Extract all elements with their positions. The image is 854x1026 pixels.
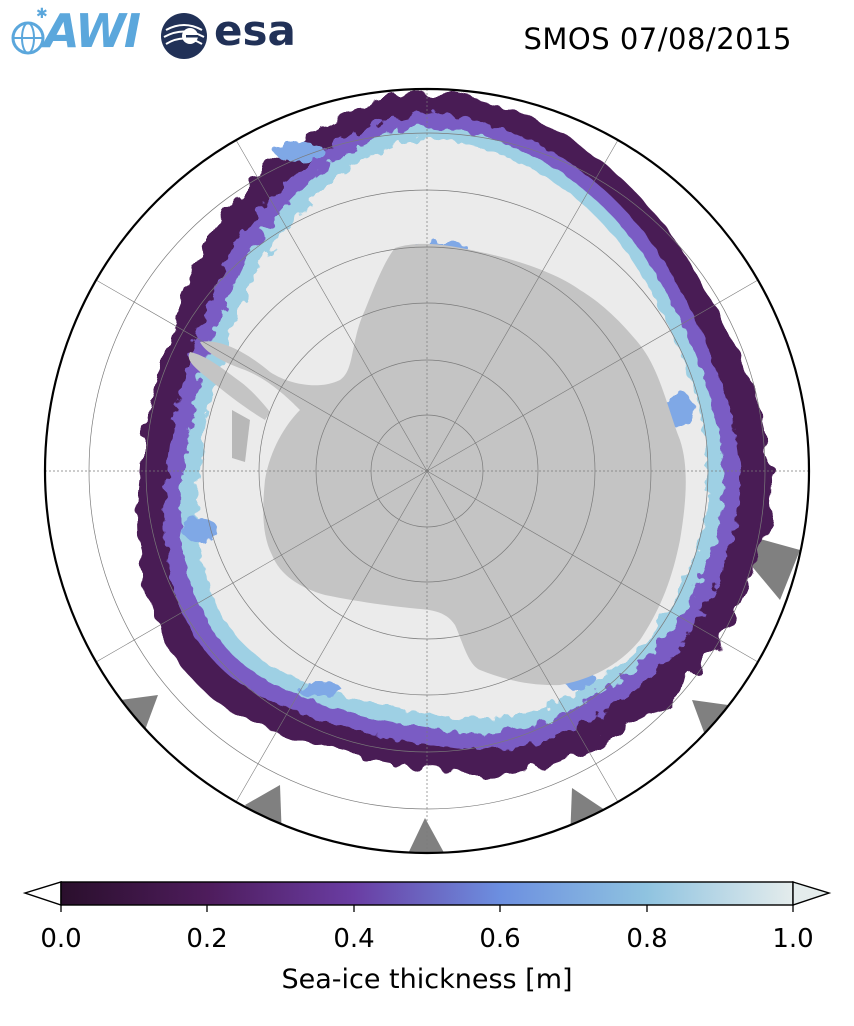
awi-logo: ✱ xyxy=(6,6,146,62)
meridians-solid xyxy=(95,139,759,803)
antarctica-landmass xyxy=(200,243,686,686)
colorbar-extend-min xyxy=(22,881,62,906)
colorbar-tick-label: 0.0 xyxy=(40,924,82,954)
esa-logo xyxy=(158,10,210,62)
colorbar-label: Sea-ice thickness [m] xyxy=(281,964,573,995)
awi-globe-icon: ✱ xyxy=(11,6,48,55)
colorbar-ticks xyxy=(60,905,794,912)
colorbar-tick-label: 1.0 xyxy=(772,924,814,954)
colorbar-tick-label: 0.4 xyxy=(333,924,375,954)
colorbar-tick-label: 0.2 xyxy=(186,924,228,954)
colorbar-tick-label: 0.8 xyxy=(626,924,668,954)
esa-wordmark: esa xyxy=(214,6,296,55)
svg-text:✱: ✱ xyxy=(36,6,48,22)
map-title: SMOS 07/08/2015 xyxy=(523,22,792,56)
ronne-weddell-coast xyxy=(232,410,250,462)
polar-map xyxy=(43,87,811,855)
colorbar-gradient xyxy=(60,881,794,906)
antarctic-peninsula xyxy=(188,352,270,420)
awi-wordmark: AWI xyxy=(44,4,141,58)
colorbar-extend-max xyxy=(792,881,832,906)
map-frame xyxy=(43,87,811,855)
esa-emblem-icon xyxy=(161,13,207,59)
colorbar xyxy=(22,881,832,912)
colorbar-tick-label: 0.6 xyxy=(479,924,521,954)
